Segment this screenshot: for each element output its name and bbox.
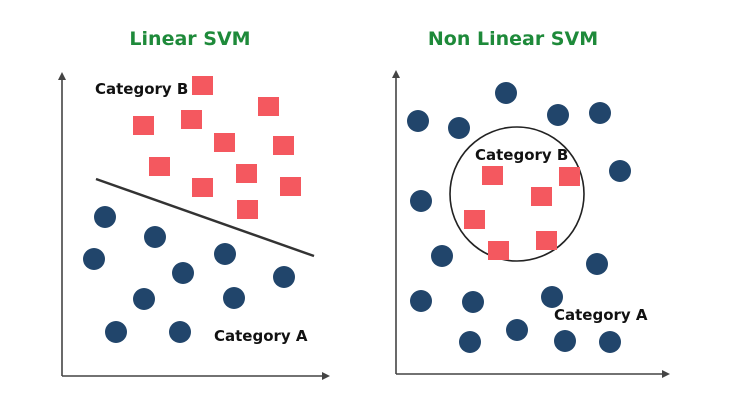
category-b-point xyxy=(237,200,258,219)
category-a-point xyxy=(407,110,429,132)
category-b-point xyxy=(536,231,557,250)
linear-svm-title: Linear SVM xyxy=(129,28,250,50)
nonlinear-category-b-points xyxy=(464,166,580,260)
category-a-point xyxy=(410,290,432,312)
category-b-point xyxy=(482,166,503,185)
category-a-point xyxy=(459,331,481,353)
linear-category-a-points xyxy=(83,206,295,343)
linear-category-b-label: Category B xyxy=(95,80,188,98)
category-b-point xyxy=(273,136,294,155)
category-a-point xyxy=(554,330,576,352)
category-a-point xyxy=(586,253,608,275)
category-a-point xyxy=(133,288,155,310)
category-a-point xyxy=(431,245,453,267)
category-b-point xyxy=(531,187,552,206)
linear-decision-boundary xyxy=(95,177,315,258)
category-b-point xyxy=(181,110,202,129)
category-a-point xyxy=(172,262,194,284)
nonlinear-svm-panel: Non Linear SVM xyxy=(392,28,670,378)
linear-category-a-label: Category A xyxy=(214,327,308,345)
category-a-point xyxy=(83,248,105,270)
category-b-point xyxy=(214,133,235,152)
category-a-point xyxy=(506,319,528,341)
category-b-point xyxy=(280,177,301,196)
linear-category-b-points xyxy=(133,76,301,219)
category-a-point xyxy=(599,331,621,353)
category-a-point xyxy=(541,286,563,308)
category-a-point xyxy=(223,287,245,309)
category-b-point xyxy=(133,116,154,135)
nonlinear-category-b-label: Category B xyxy=(475,146,568,164)
category-a-point xyxy=(144,226,166,248)
category-a-point xyxy=(448,117,470,139)
category-b-point xyxy=(192,178,213,197)
category-a-point xyxy=(589,102,611,124)
nonlinear-category-a-label: Category A xyxy=(554,306,648,324)
nonlinear-svm-title: Non Linear SVM xyxy=(428,28,598,50)
category-b-point xyxy=(464,210,485,229)
category-b-point xyxy=(192,76,213,95)
category-b-point xyxy=(488,241,509,260)
nonlinear-category-a-points xyxy=(407,82,631,353)
category-a-point xyxy=(495,82,517,104)
nonlinear-decision-boundary xyxy=(449,126,585,262)
category-b-point xyxy=(149,157,170,176)
category-a-point xyxy=(94,206,116,228)
category-b-point xyxy=(236,164,257,183)
category-a-point xyxy=(462,291,484,313)
category-a-point xyxy=(410,190,432,212)
linear-svm-panel: Linear SVM xyxy=(58,28,330,380)
category-b-point xyxy=(559,167,580,186)
category-a-point xyxy=(214,243,236,265)
category-b-point xyxy=(258,97,279,116)
category-a-point xyxy=(609,160,631,182)
category-a-point xyxy=(105,321,127,343)
category-a-point xyxy=(547,104,569,126)
category-a-point xyxy=(273,266,295,288)
category-a-point xyxy=(169,321,191,343)
